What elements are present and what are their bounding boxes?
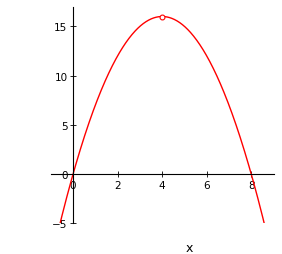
X-axis label: x: x [185,241,193,254]
